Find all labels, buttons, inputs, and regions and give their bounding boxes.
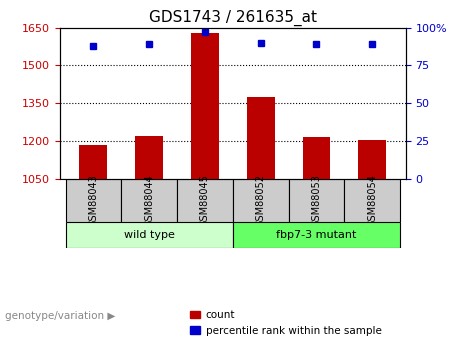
FancyBboxPatch shape: [65, 223, 233, 248]
Bar: [79, 145, 107, 179]
Text: wild type: wild type: [124, 230, 175, 240]
Text: GSM88053: GSM88053: [312, 174, 321, 227]
FancyBboxPatch shape: [121, 179, 177, 223]
FancyBboxPatch shape: [233, 179, 289, 223]
Bar: [302, 137, 331, 179]
Bar: [247, 97, 275, 179]
Legend: count, percentile rank within the sample: count, percentile rank within the sample: [186, 306, 386, 340]
FancyBboxPatch shape: [289, 179, 344, 223]
Text: genotype/variation ▶: genotype/variation ▶: [5, 311, 115, 321]
Text: GSM88044: GSM88044: [144, 175, 154, 227]
FancyBboxPatch shape: [344, 179, 400, 223]
FancyBboxPatch shape: [233, 223, 400, 248]
Text: GSM88052: GSM88052: [256, 174, 266, 227]
Title: GDS1743 / 261635_at: GDS1743 / 261635_at: [149, 10, 317, 26]
FancyBboxPatch shape: [65, 179, 121, 223]
Text: GSM88043: GSM88043: [89, 175, 98, 227]
Bar: [358, 140, 386, 179]
Text: GSM88045: GSM88045: [200, 174, 210, 227]
Bar: [135, 136, 163, 179]
Text: fbp7-3 mutant: fbp7-3 mutant: [276, 230, 357, 240]
Bar: [191, 33, 219, 179]
Text: GSM88054: GSM88054: [367, 174, 377, 227]
FancyBboxPatch shape: [177, 179, 233, 223]
